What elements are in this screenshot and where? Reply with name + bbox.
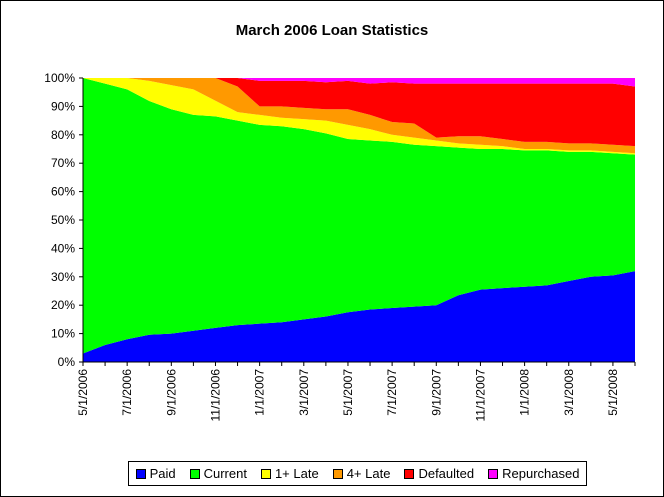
legend-swatch — [260, 468, 271, 479]
legend-label: 1+ Late — [274, 466, 319, 481]
y-tick-label: 0% — [58, 355, 76, 369]
y-tick-label: 10% — [51, 327, 75, 341]
legend-label: Defaulted — [418, 466, 475, 481]
x-tick-label: 1/1/2007 — [253, 369, 267, 416]
legend-label: 4+ Late — [346, 466, 391, 481]
legend-label: Repurchased — [502, 466, 580, 481]
area-4-late — [83, 78, 635, 154]
legend-item-current: Current — [189, 466, 247, 481]
x-tick-label: 5/1/2007 — [341, 369, 355, 416]
legend-item-defaulted: Defaulted — [404, 466, 474, 481]
y-tick-label: 40% — [51, 241, 75, 255]
legend-swatch — [189, 468, 200, 479]
area-current — [83, 78, 635, 354]
y-tick-label: 50% — [51, 213, 75, 227]
legend-item-repurchased: Repurchased — [488, 466, 579, 481]
y-tick-label: 20% — [51, 298, 75, 312]
chart-title: March 2006 Loan Statistics — [235, 22, 429, 39]
legend-item-1-late: 1+ Late — [260, 466, 319, 481]
x-tick-label: 5/1/2006 — [76, 369, 90, 416]
x-tick-label: 1/1/2008 — [518, 369, 532, 416]
x-tick-label: 5/1/2008 — [606, 369, 620, 416]
area-repurchased — [83, 78, 635, 87]
y-tick-label: 90% — [51, 99, 75, 113]
legend-item-paid: Paid — [135, 466, 176, 481]
chart-legend: Paid Current 1+ Late 4+ Late Defaulted Repurc… — [128, 461, 587, 486]
area-defaulted — [83, 78, 635, 147]
x-tick-label: 3/1/2008 — [562, 369, 576, 416]
x-tick-label: 9/1/2007 — [429, 369, 443, 416]
x-tick-label: 3/1/2007 — [297, 369, 311, 416]
legend-item-4-late: 4+ Late — [332, 466, 391, 481]
legend-label: Paid — [149, 466, 176, 481]
y-tick-label: 30% — [51, 270, 75, 284]
x-tick-label: 11/1/2006 — [208, 369, 222, 422]
x-tick-label: 11/1/2007 — [473, 369, 487, 422]
x-tick-label: 9/1/2006 — [164, 369, 178, 416]
y-tick-label: 60% — [51, 185, 75, 199]
chart-svg: 0% 10% 20% 30% 40% 50% 60% 70% 80% 90% 100% 5/1/200… — [44, 71, 636, 422]
legend-swatch — [488, 468, 499, 479]
x-tick-label: 7/1/2006 — [120, 369, 134, 416]
legend-swatch — [135, 468, 146, 479]
y-tick-label: 80% — [51, 128, 75, 142]
area-paid — [83, 271, 635, 362]
legend-swatch — [332, 468, 343, 479]
y-tick-label: 70% — [51, 156, 75, 170]
y-tick-label: 100% — [44, 71, 75, 85]
area-1-late — [83, 78, 635, 155]
legend-swatch — [404, 468, 415, 479]
x-tick-label: 7/1/2007 — [385, 369, 399, 416]
legend-label: Current — [203, 466, 247, 481]
